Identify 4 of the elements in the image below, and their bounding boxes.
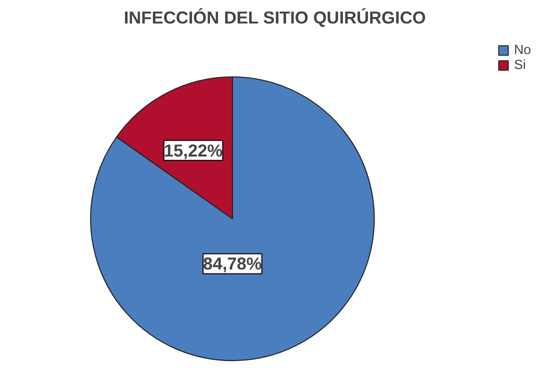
chart-title: INFECCIÓN DEL SITIO QUIRÚRGICO [124,8,426,28]
legend-label: No [514,42,532,57]
data-label: 84,78% [203,254,262,274]
legend-label: Si [514,57,527,72]
